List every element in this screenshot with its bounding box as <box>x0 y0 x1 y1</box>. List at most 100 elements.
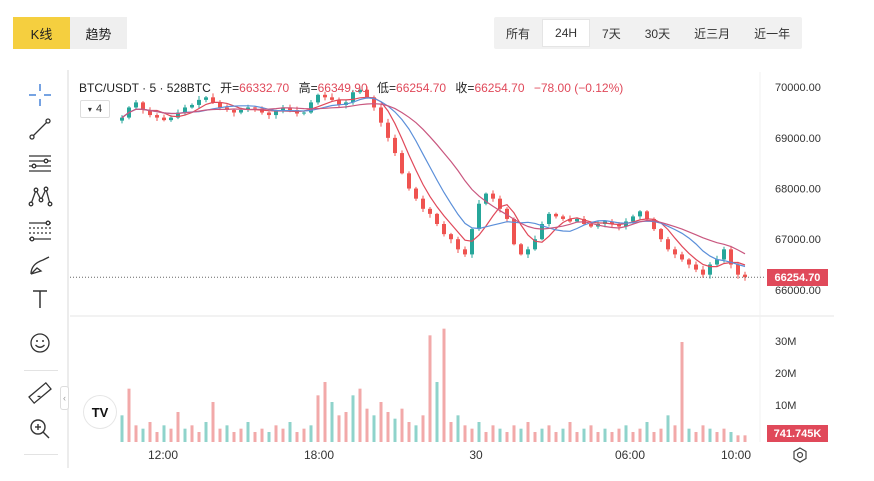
volume-bar <box>631 432 635 442</box>
volume-bar <box>344 412 348 442</box>
volume-bar <box>267 432 271 442</box>
volume-bar <box>736 435 740 442</box>
moving-average-line <box>121 96 746 268</box>
pattern-icon[interactable] <box>22 182 58 212</box>
volume-bar <box>687 428 691 442</box>
volume-bar <box>358 388 362 442</box>
volume-bar <box>603 428 607 442</box>
volume-bar <box>400 408 404 442</box>
volume-bar <box>652 432 656 442</box>
candle-body <box>162 117 166 121</box>
x-tick-label: 06:00 <box>615 448 645 462</box>
volume-bar <box>561 428 565 442</box>
volume-bar <box>743 435 747 442</box>
range-1y[interactable]: 近一年 <box>754 26 791 41</box>
volume-bar <box>372 415 376 442</box>
candle-body <box>169 117 173 121</box>
volume-bar <box>134 425 138 442</box>
candle-body <box>176 112 180 118</box>
candle-body <box>288 107 292 110</box>
zoom-in-icon[interactable] <box>22 414 58 444</box>
tab-kline[interactable]: K线 <box>13 17 70 49</box>
volume-bar <box>701 425 705 442</box>
candle-body <box>323 94 327 98</box>
fib-retracement-icon[interactable] <box>22 216 58 246</box>
brush-icon[interactable] <box>22 250 58 280</box>
volume-bar <box>295 432 299 442</box>
ruler-icon[interactable] <box>22 378 58 408</box>
candle-body <box>281 107 285 112</box>
range-30d[interactable]: 30天 <box>644 26 671 41</box>
candle-body <box>246 107 250 110</box>
candle-body <box>673 249 677 255</box>
candle-body <box>743 274 747 278</box>
volume-bar <box>428 335 432 442</box>
volume-bar <box>169 428 173 442</box>
moving-average-line <box>121 97 746 268</box>
volume-bar <box>708 428 712 442</box>
volume-bar <box>414 425 418 442</box>
candle-body <box>337 99 341 105</box>
volume-bar <box>330 402 334 442</box>
volume-bar <box>456 415 460 442</box>
view-tabs: K线 趋势 <box>13 17 127 49</box>
symbol-label: BTC/USDT · 5 · 528BTC <box>79 81 211 95</box>
volume-bar <box>624 425 628 442</box>
volume-bar <box>379 402 383 442</box>
indicator-toggle[interactable]: ▾ 4 <box>80 100 110 118</box>
candle-body <box>729 249 733 265</box>
volume-bar <box>232 432 236 442</box>
volume-bar <box>211 402 215 442</box>
volume-bar <box>589 425 593 442</box>
text-icon[interactable] <box>22 284 58 314</box>
x-tick-label: 12:00 <box>148 448 178 462</box>
candle-body <box>316 94 320 103</box>
volume-tick-label: 10M <box>775 400 796 412</box>
toolbar-divider <box>24 370 58 371</box>
emoji-icon[interactable] <box>22 328 58 358</box>
candle-body <box>512 218 516 245</box>
top-bar: K线 趋势 所有 24H 7天 30天 近三月 近一年 <box>0 0 874 66</box>
volume-bar <box>722 428 726 442</box>
candle-body <box>645 211 649 219</box>
candle-body <box>666 239 670 250</box>
gear-icon[interactable] <box>792 447 808 463</box>
candle-body <box>183 107 187 113</box>
x-tick-label: 30 <box>469 448 483 462</box>
tradingview-logo[interactable]: TV <box>84 396 116 428</box>
candle-body <box>575 218 579 222</box>
candle-body <box>435 213 439 224</box>
tab-trend[interactable]: 趋势 <box>70 17 127 49</box>
volume-bar <box>302 428 306 442</box>
volume-bar <box>442 328 446 442</box>
candle-body <box>155 115 159 118</box>
range-24h[interactable]: 24H <box>542 19 591 47</box>
range-all[interactable]: 所有 <box>506 26 531 41</box>
horizontal-lines-icon[interactable] <box>22 148 58 178</box>
trend-line-icon[interactable] <box>22 114 58 144</box>
volume-bar <box>155 432 159 442</box>
open-label: 开= <box>220 81 240 95</box>
candle-body <box>561 216 565 219</box>
volume-bar <box>141 428 145 442</box>
candle-body <box>701 269 705 275</box>
volume-bar <box>554 432 558 442</box>
volume-bar <box>533 432 537 442</box>
range-3m[interactable]: 近三月 <box>694 26 731 41</box>
candle-body <box>379 107 383 123</box>
range-7d[interactable]: 7天 <box>602 26 621 41</box>
volume-bar <box>694 432 698 442</box>
volume-bar <box>197 432 201 442</box>
candle-body <box>239 110 243 113</box>
high-value: 66349.90 <box>317 81 368 95</box>
collapse-toolbar-button[interactable]: ‹ <box>60 386 69 410</box>
candle-body <box>505 208 509 219</box>
volume-bar <box>407 422 411 442</box>
crosshair-icon[interactable] <box>22 80 58 110</box>
candle-body <box>659 229 663 240</box>
candle-body <box>351 92 355 103</box>
candle-body <box>204 97 208 100</box>
candle-body <box>610 221 614 224</box>
volume-bar <box>183 428 187 442</box>
